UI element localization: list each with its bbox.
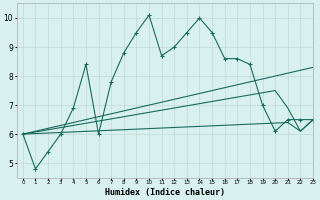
X-axis label: Humidex (Indice chaleur): Humidex (Indice chaleur) xyxy=(105,188,225,197)
